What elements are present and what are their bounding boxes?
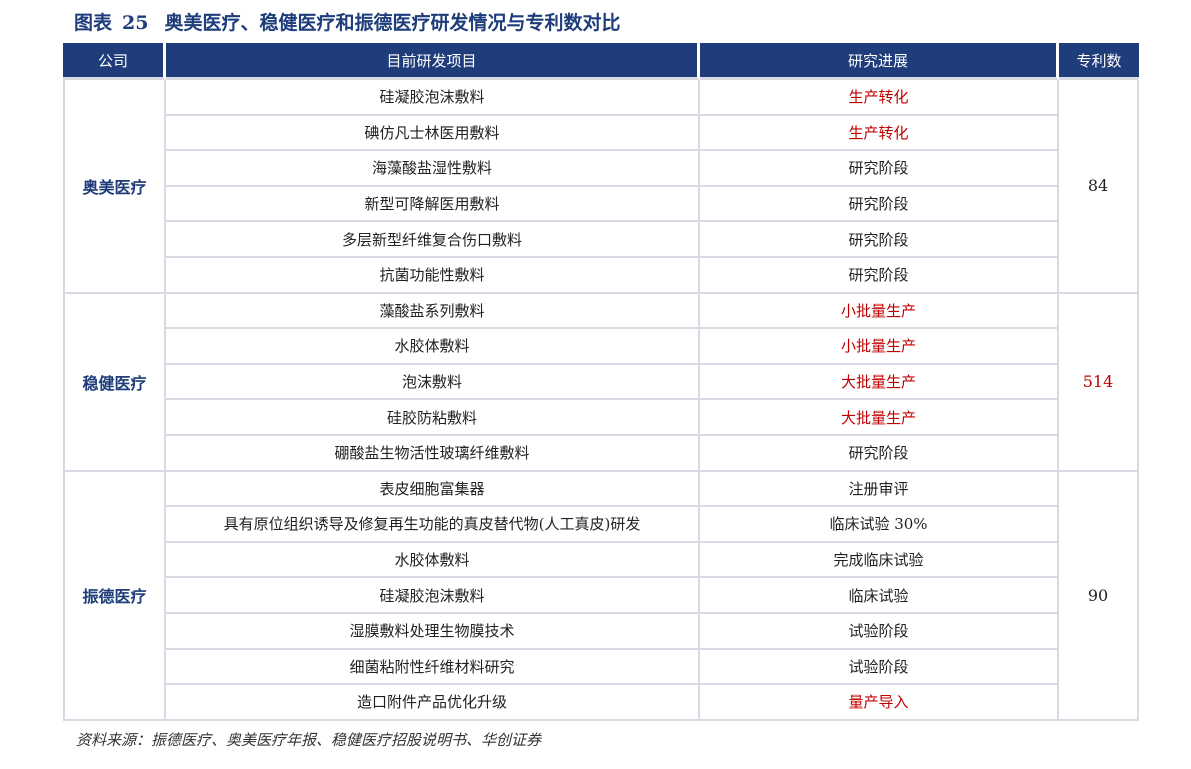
rd-comparison-table: 公司 目前研发项目 研究进展 专利数 奥美医疗 硅凝胶泡沫敷料 生产转化 84 碘仿凡士… (63, 43, 1139, 721)
project-cell: 具有原位组织诱导及修复再生功能的真皮替代物(人工真皮)研发 (166, 507, 700, 543)
table-row: 细菌粘附性纤维材料研究 试验阶段 (63, 649, 1139, 686)
figure-label: 图表 (74, 12, 113, 34)
table-header-row: 公司 目前研发项目 研究进展 专利数 (63, 43, 1139, 80)
project-cell: 抗菌功能性敷料 (166, 257, 700, 294)
progress-cell: 小批量生产 (700, 329, 1059, 365)
figure-number: 25 (122, 12, 149, 34)
company-cell: 稳健医疗 (63, 293, 166, 472)
header-patents: 专利数 (1059, 43, 1139, 80)
project-cell: 新型可降解医用敷料 (166, 186, 700, 223)
table-row: 水胶体敷料 完成临床试验 (63, 542, 1139, 579)
table-row: 水胶体敷料 小批量生产 (63, 329, 1139, 365)
table-row: 稳健医疗 藻酸盐系列敷料 小批量生产 514 (63, 293, 1139, 472)
progress-cell: 研究阶段 (700, 257, 1059, 294)
table-row: 奥美医疗 硅凝胶泡沫敷料 生产转化 84 (63, 80, 1139, 294)
table-row: 海藻酸盐湿性敷料 研究阶段 (63, 151, 1139, 187)
patent-count-cell: 90 (1059, 471, 1139, 721)
progress-cell: 临床试验 (700, 578, 1059, 614)
project-cell: 碘仿凡士林医用敷料 (166, 115, 700, 152)
progress-cell: 大批量生产 (700, 364, 1059, 401)
progress-cell: 量产导入 (700, 685, 1059, 721)
progress-cell: 研究阶段 (700, 435, 1059, 472)
table-row: 抗菌功能性敷料 研究阶段 (63, 257, 1139, 294)
progress-cell: 研究阶段 (700, 186, 1059, 223)
figure-title: 图表 25 奥美医疗、稳健医疗和振德医疗研发情况与专利数对比 (74, 8, 620, 38)
project-cell: 海藻酸盐湿性敷料 (166, 151, 700, 187)
progress-cell: 试验阶段 (700, 613, 1059, 650)
project-cell: 细菌粘附性纤维材料研究 (166, 649, 700, 686)
project-cell: 硅胶防粘敷料 (166, 400, 700, 436)
project-cell: 多层新型纤维复合伤口敷料 (166, 222, 700, 258)
header-progress: 研究进展 (700, 43, 1059, 80)
progress-cell: 生产转化 (700, 115, 1059, 152)
table-row: 硅凝胶泡沫敷料 临床试验 (63, 578, 1139, 614)
patent-count-cell: 514 (1059, 293, 1139, 472)
company-cell: 振德医疗 (63, 471, 166, 721)
project-cell: 硅凝胶泡沫敷料 (166, 80, 700, 116)
table-row: 硼酸盐生物活性玻璃纤维敷料 研究阶段 (63, 435, 1139, 472)
project-cell: 水胶体敷料 (166, 329, 700, 365)
source-note: 资料来源：振德医疗、奥美医疗年报、稳健医疗招股说明书、华创证券 (76, 731, 542, 749)
company-cell: 奥美医疗 (63, 80, 166, 294)
table-row: 硅胶防粘敷料 大批量生产 (63, 400, 1139, 436)
project-cell: 水胶体敷料 (166, 542, 700, 579)
table-row: 具有原位组织诱导及修复再生功能的真皮替代物(人工真皮)研发 临床试验 30% (63, 507, 1139, 543)
table-row: 多层新型纤维复合伤口敷料 研究阶段 (63, 222, 1139, 258)
project-cell: 湿膜敷料处理生物膜技术 (166, 613, 700, 650)
table-body: 奥美医疗 硅凝胶泡沫敷料 生产转化 84 碘仿凡士林医用敷料 生产转化 海藻酸盐湿性敷料 研究… (63, 80, 1139, 721)
project-cell: 藻酸盐系列敷料 (166, 293, 700, 330)
progress-cell: 大批量生产 (700, 400, 1059, 436)
patent-count-cell: 84 (1059, 80, 1139, 294)
table-row: 碘仿凡士林医用敷料 生产转化 (63, 115, 1139, 152)
project-cell: 硼酸盐生物活性玻璃纤维敷料 (166, 435, 700, 472)
progress-cell: 完成临床试验 (700, 542, 1059, 579)
figure-title-text: 奥美医疗、稳健医疗和振德医疗研发情况与专利数对比 (164, 12, 621, 34)
project-cell: 造口附件产品优化升级 (166, 685, 700, 721)
table-row: 造口附件产品优化升级 量产导入 (63, 685, 1139, 721)
header-company: 公司 (63, 43, 166, 80)
table-row: 新型可降解医用敷料 研究阶段 (63, 186, 1139, 223)
table-row: 湿膜敷料处理生物膜技术 试验阶段 (63, 613, 1139, 650)
progress-cell: 研究阶段 (700, 222, 1059, 258)
progress-cell: 研究阶段 (700, 151, 1059, 187)
progress-cell: 试验阶段 (700, 649, 1059, 686)
project-cell: 表皮细胞富集器 (166, 471, 700, 508)
header-project: 目前研发项目 (166, 43, 700, 80)
progress-cell: 小批量生产 (700, 293, 1059, 330)
table-row: 泡沫敷料 大批量生产 (63, 364, 1139, 401)
progress-cell: 注册审评 (700, 471, 1059, 508)
progress-cell: 生产转化 (700, 80, 1059, 116)
project-cell: 硅凝胶泡沫敷料 (166, 578, 700, 614)
project-cell: 泡沫敷料 (166, 364, 700, 401)
progress-cell: 临床试验 30% (700, 507, 1059, 543)
table-row: 振德医疗 表皮细胞富集器 注册审评 90 (63, 471, 1139, 721)
